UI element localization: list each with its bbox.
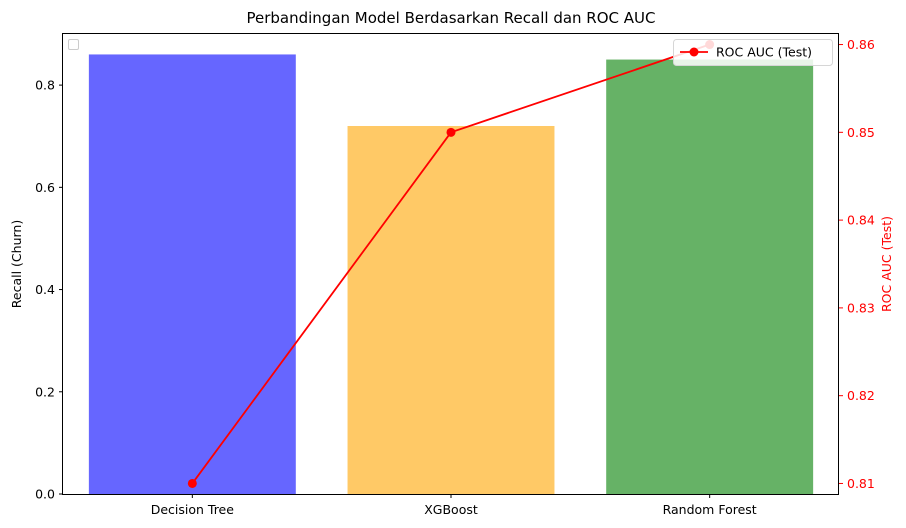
y2-tick-label: 0.82 — [847, 388, 875, 403]
legend-box — [673, 39, 833, 66]
legend-entry-roc-auc: ROC AUC (Test) — [716, 45, 812, 60]
y2-tick-label: 0.85 — [847, 125, 875, 140]
bar-xgboost — [347, 126, 555, 494]
y2-tick-label: 0.81 — [847, 476, 875, 491]
x-axis: Decision Tree XGBoost Random Forest — [151, 494, 757, 517]
y-tick-label: 0.0 — [35, 487, 55, 502]
y-tick-label: 0.8 — [35, 78, 55, 93]
roc-auc-point-xgboost — [446, 127, 456, 137]
x-tick-label-random-forest: Random Forest — [663, 502, 757, 517]
x-tick-label-xgboost: XGBoost — [424, 502, 478, 517]
bar-decision-tree — [88, 54, 296, 494]
y-tick-label: 0.4 — [35, 282, 55, 297]
chart-title: Perbandingan Model Berdasarkan Recall da… — [246, 9, 655, 27]
y-tick-label: 0.6 — [35, 180, 55, 195]
bar-random-forest — [606, 59, 814, 495]
legend: ROC AUC (Test) — [673, 39, 833, 66]
roc-auc-point-decision-tree — [187, 478, 197, 488]
y2-tick-label: 0.84 — [847, 213, 875, 228]
y-axis-left: 0.0 0.2 0.4 0.6 0.8 — [35, 78, 63, 502]
x-tick-label-decision-tree: Decision Tree — [151, 502, 235, 517]
y-axis-left-title: Recall (Churn) — [9, 220, 24, 308]
y2-tick-label: 0.83 — [847, 300, 875, 315]
y-tick-label: 0.2 — [35, 384, 55, 399]
y2-tick-label: 0.86 — [847, 37, 875, 52]
legend-marker-swatch — [689, 47, 699, 57]
y-axis-right-title: ROC AUC (Test) — [879, 216, 894, 312]
y-axis-right: 0.81 0.82 0.83 0.84 0.85 0.86 — [839, 37, 875, 491]
bars-layer — [88, 54, 814, 495]
empty-legend-box — [68, 39, 79, 50]
